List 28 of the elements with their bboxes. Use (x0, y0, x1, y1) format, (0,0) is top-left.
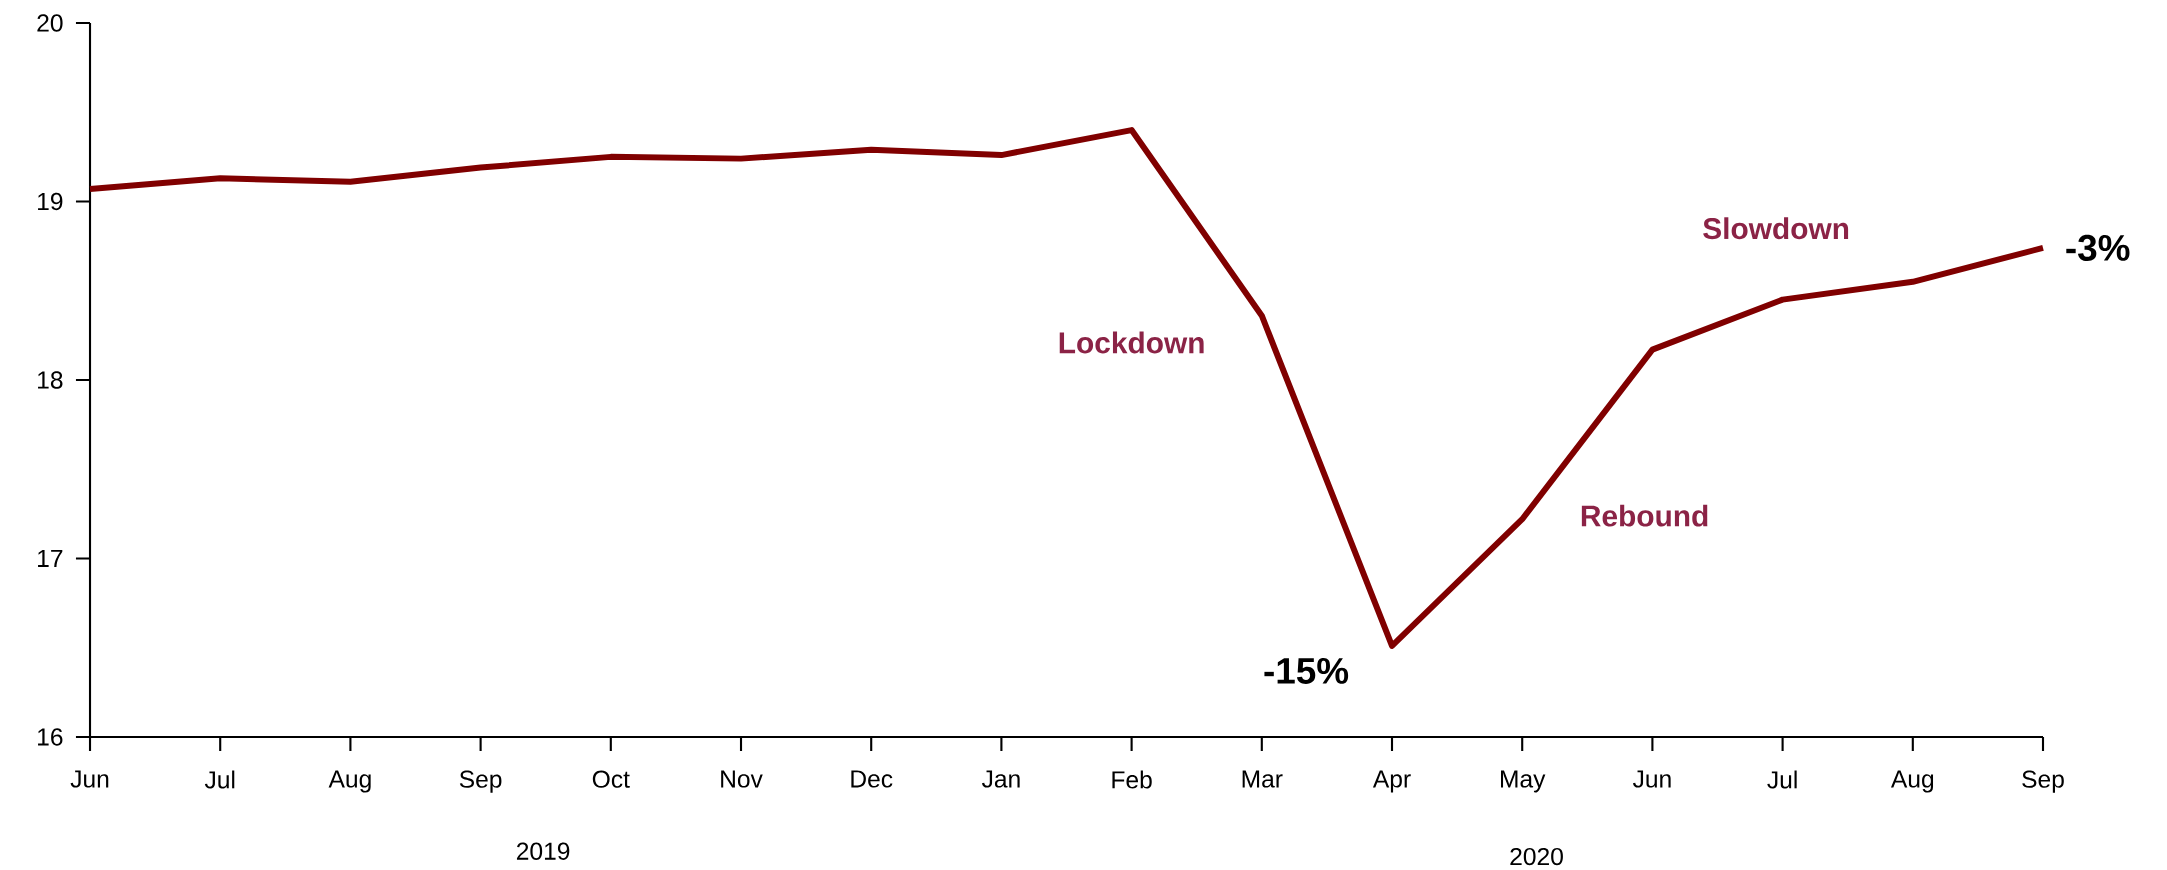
annotation: Slowdown (1703, 217, 1849, 240)
annotation: Lockdown (1059, 331, 1204, 354)
annotation: Rebound (1581, 504, 1708, 527)
x-tick-label: May (1501, 770, 1546, 793)
x-tick-label: Jul (204, 770, 235, 789)
x-tick-label: Dec (851, 770, 893, 788)
text: -3% (2066, 234, 2130, 262)
y-tick-label: 17 (38, 550, 63, 567)
x-tick-label: Sep (2022, 770, 2064, 793)
x-tick-label: Jun (70, 770, 109, 788)
x-tick-label: Nov (721, 770, 763, 788)
y-tick-label: 20 (37, 14, 63, 32)
annotation: -15% (1264, 657, 1349, 684)
x-tick-label: Sep (459, 770, 502, 793)
x-tick-label: Oct (592, 770, 630, 788)
y-tick-label: 19 (38, 192, 63, 211)
y-tick-label: 16 (38, 728, 63, 746)
x-tick-label: Aug (328, 770, 371, 793)
x-tick-label: Jul (1767, 770, 1797, 789)
text: 2019 (516, 842, 570, 860)
x-tick-label: Aug (1890, 770, 1934, 793)
x-tick-label: Jan (981, 770, 1020, 788)
x-tick-label: Apr (1372, 770, 1411, 793)
text: 2020 (1510, 847, 1563, 866)
y-tick-label: 18 (38, 371, 63, 389)
x-tick-label: Feb (1112, 770, 1152, 789)
x-tick-label: Jun (1632, 770, 1671, 788)
x-tick-label: Mar (1242, 770, 1283, 788)
